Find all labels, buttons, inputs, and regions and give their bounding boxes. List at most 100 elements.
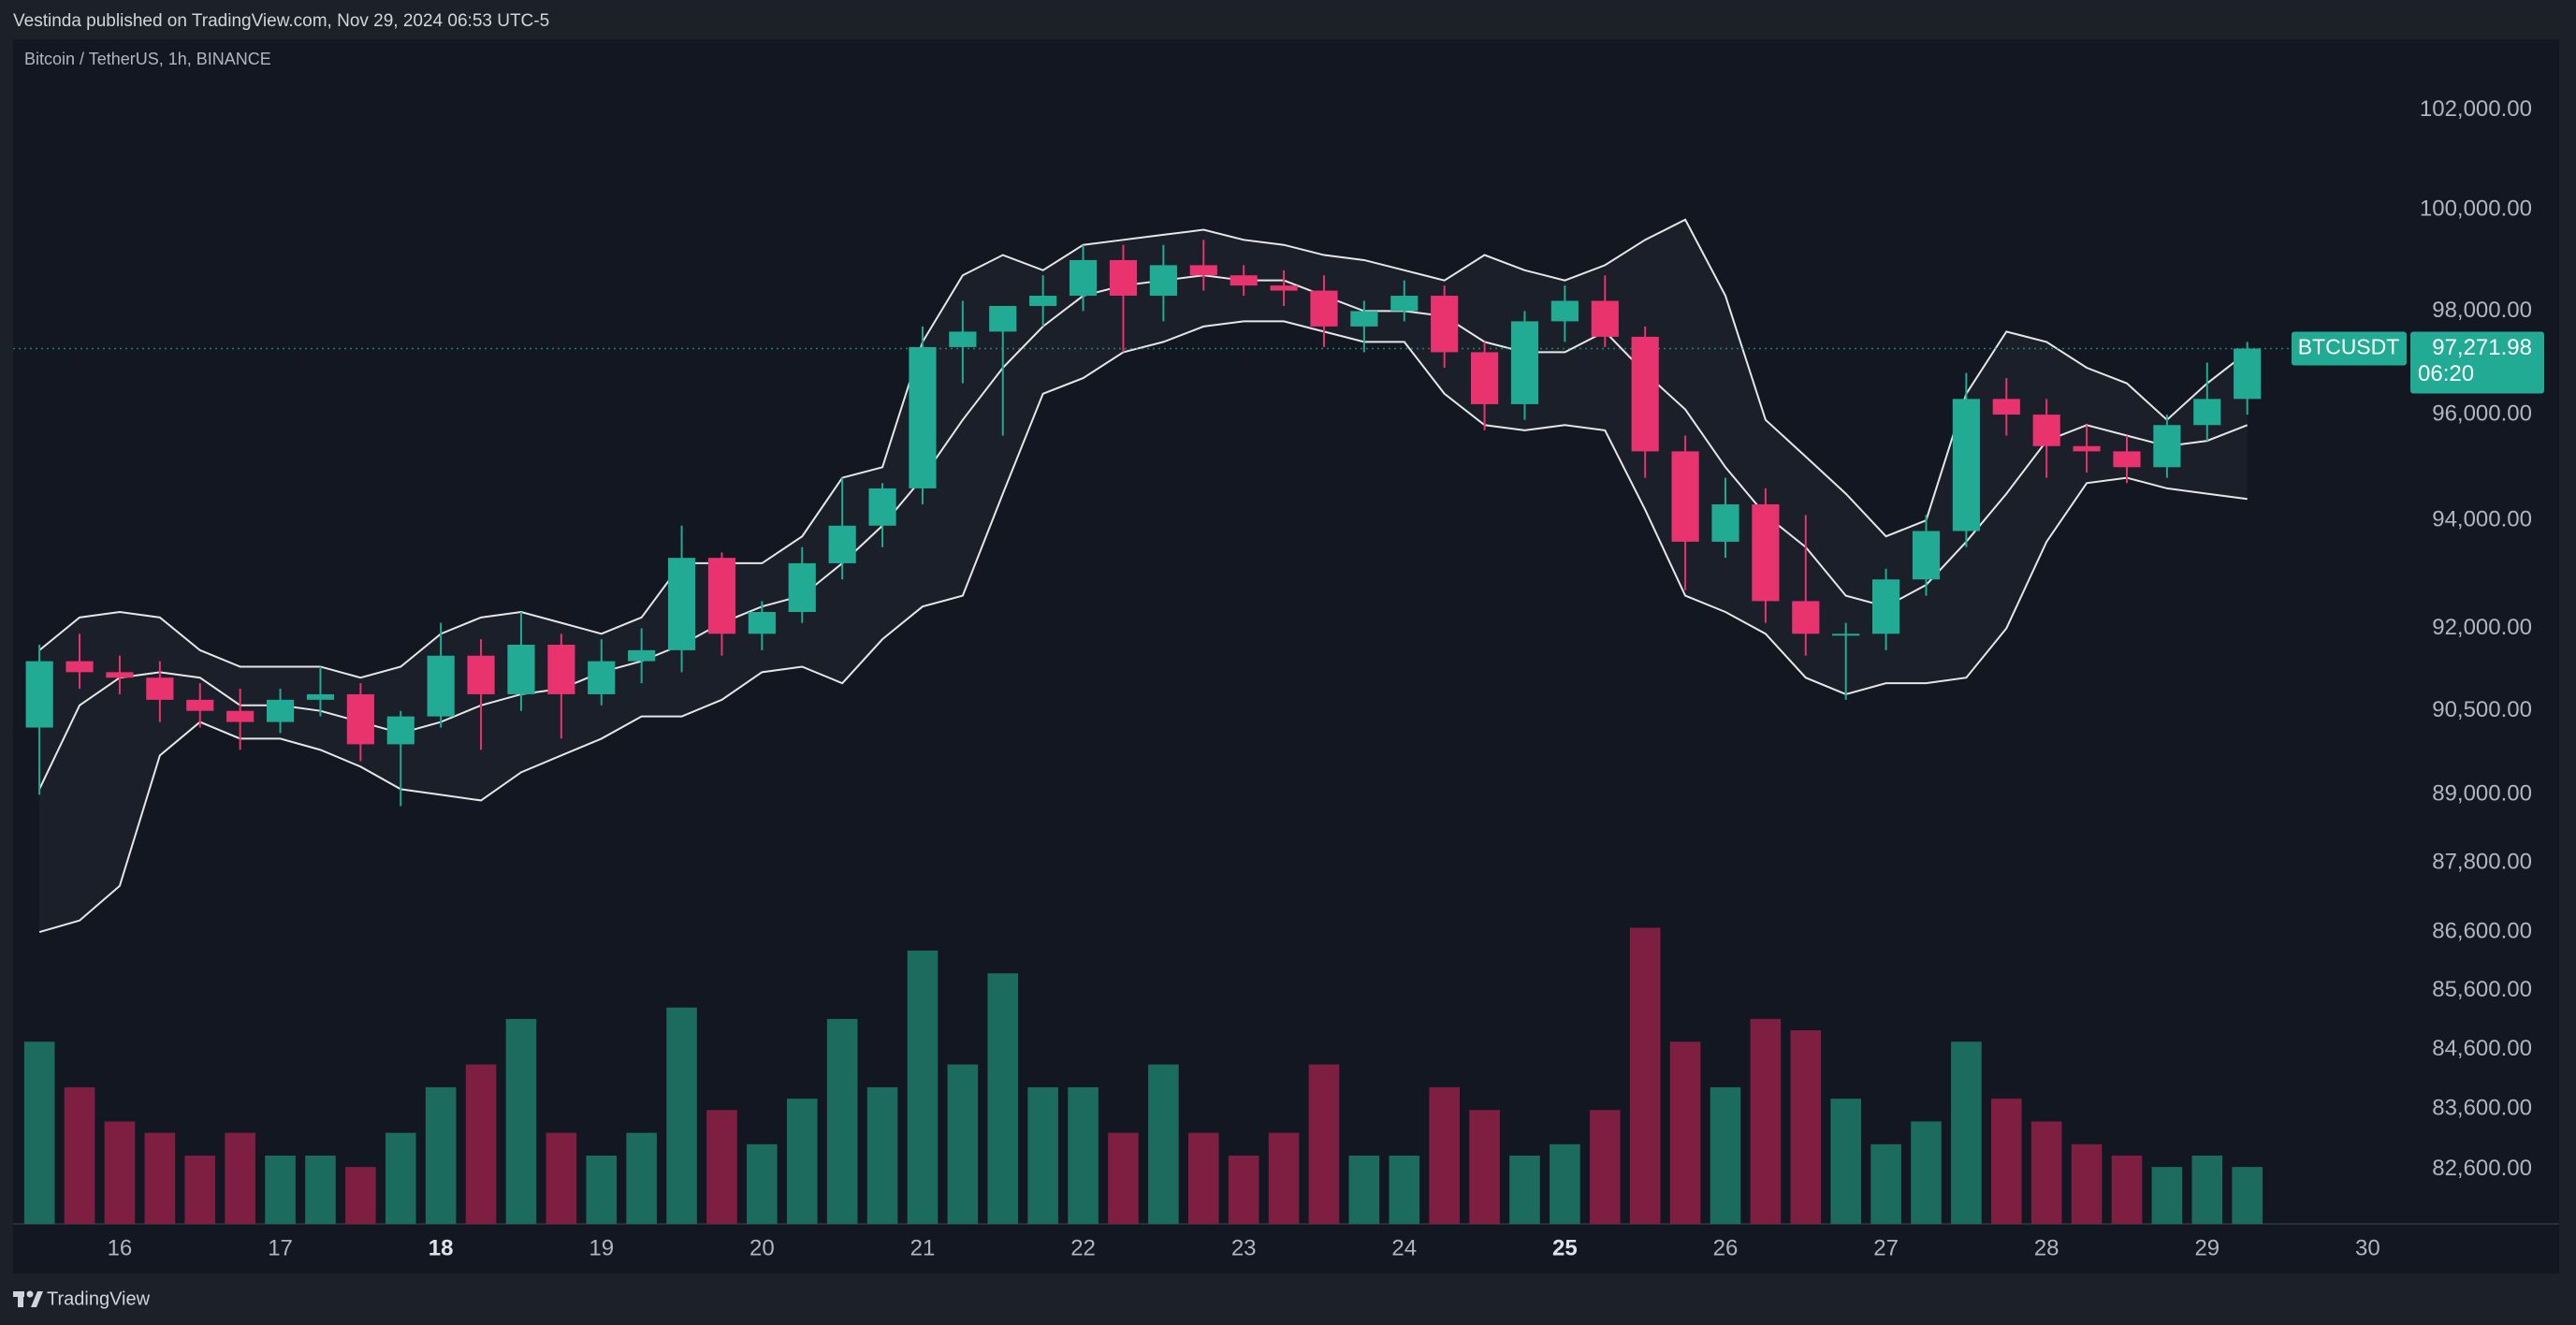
band-line (38, 320, 2248, 934)
volume-bar (546, 1132, 577, 1224)
candle-body (1871, 579, 1900, 634)
volume-bar (1911, 1121, 1942, 1224)
volume-bar (907, 950, 939, 1224)
candle-body (1350, 311, 1378, 327)
volume-bar (465, 1064, 497, 1224)
volume-bar (706, 1110, 737, 1224)
volume-bar (1550, 1143, 1580, 1224)
volume-bar (184, 1155, 216, 1224)
x-tick-label: 27 (1873, 1235, 1899, 1260)
volume-bar (2111, 1155, 2143, 1224)
candle-body (868, 488, 896, 526)
volume-bar (1589, 1110, 1621, 1224)
volume-bar (1429, 1086, 1460, 1224)
candle-body (547, 645, 575, 694)
volume-bar (425, 1086, 457, 1224)
candle-body (266, 699, 295, 722)
band-line (38, 218, 2249, 679)
x-tick-label: 19 (589, 1235, 614, 1260)
volume-bar (305, 1155, 336, 1224)
x-tick-label: 21 (910, 1235, 936, 1260)
volume-bar (1389, 1155, 1420, 1224)
candle-body (1270, 285, 1298, 291)
candle-body (1752, 503, 1780, 602)
volume-bar (385, 1132, 416, 1224)
y-tick-label: 82,600.00 (2432, 1156, 2532, 1181)
x-tick-label: 17 (268, 1235, 293, 1260)
candle-body (346, 693, 374, 745)
candle-body (788, 562, 816, 613)
candle-body (1591, 300, 1619, 337)
candle-body (65, 661, 94, 673)
candle-body (2234, 348, 2262, 400)
volume-bar (1068, 1086, 1099, 1224)
volume-bar (1027, 1086, 1058, 1224)
candle-body (1310, 290, 1338, 327)
footer-logo (13, 1290, 43, 1307)
candle-body (588, 661, 616, 694)
volume-bar (747, 1143, 778, 1224)
y-tick-label: 100,000.00 (2420, 196, 2532, 221)
candle-body (1550, 300, 1579, 322)
plot: 102,000.00 100,000.00 98,000.00 96,000.00 94… (13, 96, 2544, 1260)
candle-body (306, 693, 335, 700)
volume-bar (866, 1086, 898, 1224)
volume-bar (666, 1007, 697, 1224)
y-tick-label: 92,000.00 (2432, 615, 2532, 640)
candle-body (628, 649, 656, 662)
volume-bar (64, 1086, 95, 1224)
x-tick-label: 26 (1713, 1235, 1739, 1260)
candle-body (1470, 352, 1499, 404)
volume-bar (505, 1018, 537, 1224)
y-tick-label: 85,600.00 (2432, 977, 2532, 1002)
candle-body (467, 655, 495, 694)
candle-body (1992, 399, 2020, 415)
publisher: Vestinda published on TradingView.com, N… (13, 11, 549, 31)
x-tick-label: 25 (1552, 1235, 1578, 1260)
footer-brand: TradingView (47, 1289, 151, 1309)
candle-body (1631, 336, 1659, 452)
y-tick-label: 84,600.00 (2432, 1036, 2532, 1061)
candle-body (186, 699, 214, 711)
volume-bar (1268, 1132, 1300, 1224)
candle-body (909, 346, 937, 488)
candle-body (2032, 415, 2060, 446)
y-tick-label: 83,600.00 (2432, 1096, 2532, 1121)
volume-bar (786, 1099, 818, 1224)
candle-body (1431, 296, 1459, 353)
y-tick-label: 86,600.00 (2432, 918, 2532, 943)
volume-bar (265, 1155, 296, 1224)
x-tick-label: 22 (1070, 1235, 1096, 1260)
y-tick-label: 87,800.00 (2432, 850, 2532, 875)
volume-bar (345, 1167, 376, 1224)
candle-body (1230, 275, 1258, 286)
candle-body (1711, 503, 1739, 542)
x-tick-label: 30 (2355, 1235, 2380, 1260)
candle-body (226, 710, 255, 722)
volume-bar (586, 1155, 618, 1224)
volume-bar (1187, 1132, 1219, 1224)
volume-bar (1509, 1155, 1540, 1224)
candle-body (1832, 633, 1860, 636)
y-tick-label: 94,000.00 (2432, 506, 2532, 531)
candle-body (2193, 399, 2221, 426)
candle-body (146, 677, 174, 700)
volume-bar (987, 973, 1019, 1224)
volume-bar (1108, 1132, 1139, 1224)
candle-body (828, 525, 856, 563)
volume-bar (2030, 1121, 2062, 1224)
candle-body (1109, 259, 1138, 297)
candle-body (1390, 296, 1419, 312)
candle-body (2073, 445, 2101, 452)
y-tick-label: 102,000.00 (2420, 96, 2532, 122)
candle-body (507, 645, 535, 694)
candle-body (386, 716, 415, 745)
volume-bar (23, 1041, 55, 1224)
candle-body (1912, 531, 1941, 580)
candle-body (25, 661, 53, 728)
symbol-label-bg (2292, 331, 2407, 366)
volume-bar (2191, 1155, 2223, 1224)
candle-body (748, 612, 776, 634)
